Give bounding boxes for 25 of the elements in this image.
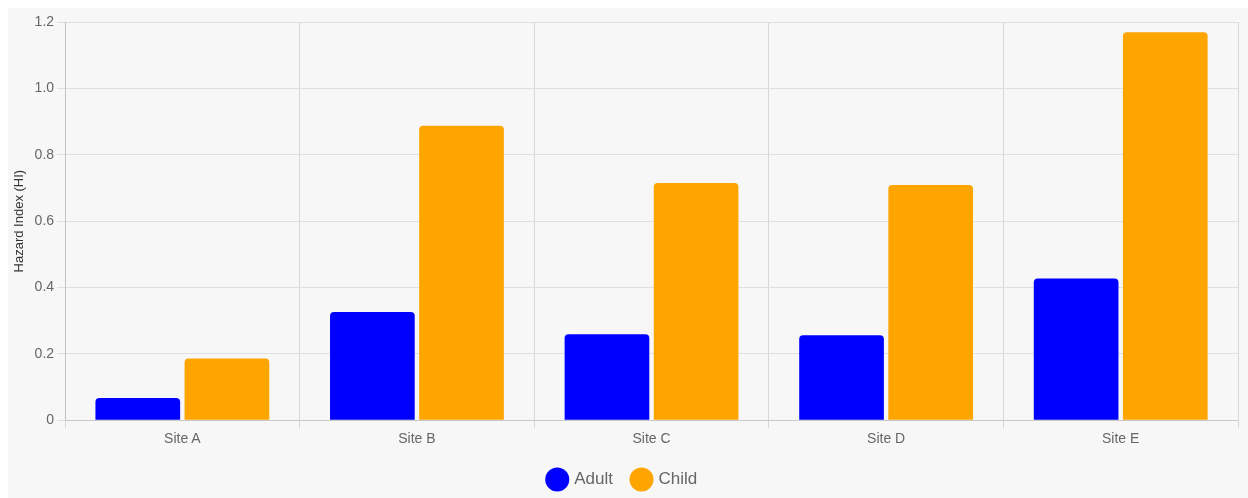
x-tick-label: Site B	[398, 430, 436, 447]
bar	[653, 182, 739, 420]
y-tick-label: 0.6	[34, 211, 55, 228]
y-axis-title: Hazard Index (HI)	[11, 169, 27, 273]
bar	[95, 397, 181, 420]
bar	[184, 358, 270, 420]
y-tick-label: 1.2	[34, 12, 55, 29]
y-tick-label: 1.0	[34, 79, 55, 96]
bar	[419, 125, 504, 420]
x-tick-label: Site C	[632, 430, 671, 447]
legend-label: Adult	[574, 469, 614, 489]
bar	[1122, 32, 1208, 420]
x-tick-label: Site E	[1102, 430, 1140, 447]
y-tick-label: 0.2	[34, 344, 55, 361]
bar	[799, 335, 884, 420]
x-tick-label: Site A	[164, 430, 202, 447]
x-tick-label: Site D	[867, 430, 906, 447]
y-tick-label: 0	[46, 411, 55, 428]
bar	[888, 184, 974, 420]
bar	[330, 312, 415, 420]
y-tick-label: 0.8	[34, 145, 55, 162]
bar	[1033, 278, 1119, 420]
legend-label: Child	[658, 469, 698, 489]
y-tick-label: 0.4	[34, 278, 55, 295]
bar	[564, 334, 650, 420]
